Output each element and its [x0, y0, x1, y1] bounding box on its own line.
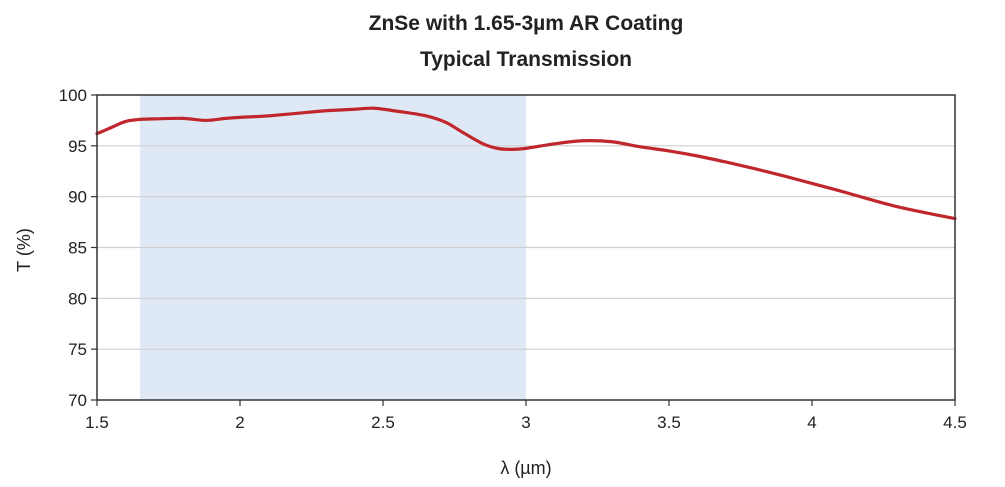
x-tick-label: 2: [235, 413, 244, 432]
x-axis-label: λ (µm): [500, 458, 551, 478]
x-axis-ticks: 1.5 2 2.5 3 3.5 4 4.5: [85, 400, 967, 432]
chart-title: ZnSe with 1.65-3µm AR Coating: [369, 12, 684, 35]
x-tick-label: 1.5: [85, 413, 109, 432]
y-axis-ticks: 70 75 80 85 90 95 100: [59, 86, 97, 410]
y-axis-label: T (%): [14, 228, 34, 272]
chart-subtitle: Typical Transmission: [420, 48, 632, 71]
y-tick-label: 80: [68, 289, 87, 308]
y-tick-label: 70: [68, 391, 87, 410]
y-tick-label: 85: [68, 239, 87, 258]
y-tick-label: 95: [68, 137, 87, 156]
x-tick-label: 2.5: [371, 413, 395, 432]
x-tick-label: 4: [807, 413, 816, 432]
y-tick-label: 75: [68, 340, 87, 359]
y-tick-label: 100: [59, 86, 87, 105]
x-tick-label: 3: [521, 413, 530, 432]
x-tick-label: 3.5: [657, 413, 681, 432]
x-tick-label: 4.5: [943, 413, 967, 432]
transmission-curve: [95, 106, 957, 221]
grid-lines: [97, 145, 955, 350]
y-tick-label: 90: [68, 188, 87, 207]
